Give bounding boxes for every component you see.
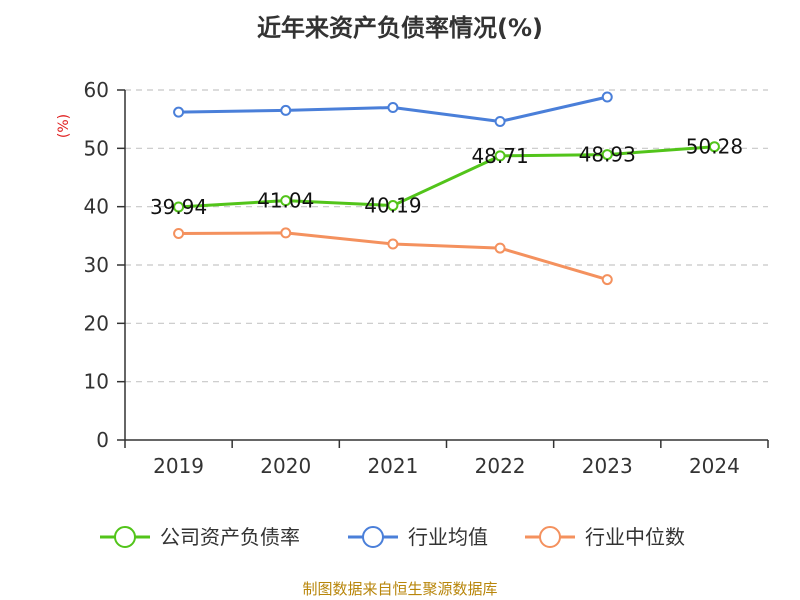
data-label-2021: 40.19 [364,194,421,218]
data-label-2024: 50.28 [686,135,743,159]
x-tick-label-2019: 2019 [153,454,204,478]
data-point-s2-2023 [601,274,613,286]
legend-item-2: 行业中位数 [525,525,685,549]
data-label-2020: 41.04 [257,189,314,213]
data-label-2019: 39.94 [150,195,207,219]
y-tick-label-10: 10 [84,370,109,394]
legend-item-0: 公司资产负债率 [100,525,300,549]
data-point-s0-2020 [280,195,292,207]
y-axis-label: (%) [56,114,72,138]
data-point-s2-2021 [387,238,399,250]
data-point-s1-2020 [280,104,292,116]
y-tick-label-40: 40 [84,195,109,219]
y-tick-label-60: 60 [84,78,109,102]
data-label-2022: 48.71 [471,144,528,168]
legend-item-1: 行业均值 [348,525,488,549]
data-point-s1-2022 [494,116,506,127]
series-group [173,91,720,286]
axes: 0 10 20 30 40 50 60 2019 2020 2021 2022 2023 2024 [84,78,769,478]
series-line-0 [178,145,715,209]
y-tick-label-50: 50 [84,136,109,160]
x-tick-label-2024: 2024 [689,454,740,478]
chart-title: 近年来资产负债率情况(%) [257,14,543,42]
y-tick-label-30: 30 [84,253,109,277]
data-point-s1-2021 [387,102,399,113]
x-tick-label-2022: 2022 [475,454,526,478]
x-tick-label-2023: 2023 [582,454,633,478]
y-tick-label-0: 0 [96,428,109,452]
data-point-s2-2022 [494,242,506,254]
legend: 公司资产负债率 行业均值 行业中位数 [100,525,685,549]
x-tick-label-2021: 2021 [367,454,418,478]
legend-label-0: 公司资产负债率 [160,525,300,549]
legend-label-1: 行业均值 [408,525,488,549]
data-point-s1-2019 [173,106,185,118]
data-point-s2-2019 [173,228,185,239]
legend-marker-1 [362,526,384,548]
source-note: 制图数据来自恒生聚源数据库 [302,580,497,598]
gridlines [125,89,768,383]
data-point-s0-2021 [387,200,399,212]
y-tick-label-20: 20 [84,311,109,335]
data-point-s0-2019 [173,201,185,213]
data-labels: 39.94 41.04 40.19 48.71 48.93 50.28 [150,135,743,219]
data-point-s1-2023 [601,91,613,103]
data-point-s0-2024 [708,141,720,153]
legend-label-2: 行业中位数 [585,525,685,549]
legend-marker-2 [539,526,561,548]
data-label-2023: 48.93 [579,143,636,167]
data-point-s2-2020 [280,227,292,239]
x-tick-label-2020: 2020 [260,454,311,478]
legend-marker-0 [114,526,136,548]
data-point-s0-2022 [494,150,506,162]
data-point-s0-2023 [601,149,613,161]
